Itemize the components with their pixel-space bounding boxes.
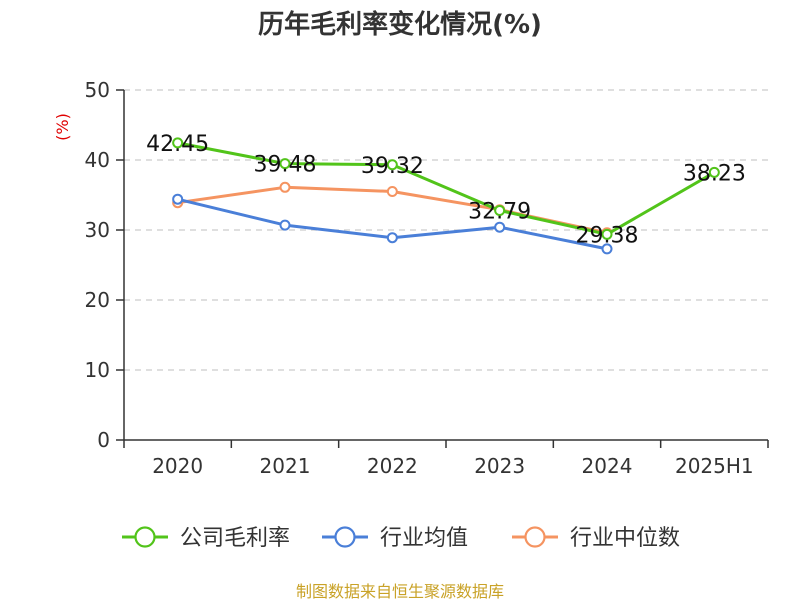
data-point bbox=[172, 137, 184, 149]
y-tick-label: 50 bbox=[85, 78, 110, 102]
x-tick-label: 2025H1 bbox=[675, 454, 754, 478]
y-tick-label: 30 bbox=[85, 218, 110, 242]
x-tick-label: 2024 bbox=[582, 454, 633, 478]
series-0 bbox=[172, 137, 720, 240]
data-point bbox=[386, 159, 398, 171]
x-tick-label: 2022 bbox=[367, 454, 418, 478]
data-point bbox=[279, 181, 291, 193]
y-tick-label: 20 bbox=[85, 288, 110, 312]
legend-label: 公司毛利率 bbox=[180, 526, 290, 551]
data-point bbox=[601, 228, 613, 240]
legend-swatch-marker bbox=[524, 526, 546, 548]
data-label: 39.48 bbox=[254, 153, 317, 178]
y-tick-label: 10 bbox=[85, 358, 110, 382]
axes bbox=[116, 89, 769, 448]
series-group bbox=[172, 137, 720, 255]
legend-item: 公司毛利率 bbox=[122, 526, 290, 551]
chart-title: 历年毛利率变化情况(%) bbox=[258, 9, 542, 40]
x-tick-label: 2020 bbox=[152, 454, 203, 478]
series-line bbox=[177, 141, 716, 236]
y-tick-labels: 0 10 20 30 40 50 bbox=[85, 78, 110, 452]
legend: 公司毛利率 行业均值 行业中位数 bbox=[122, 526, 680, 551]
data-point bbox=[708, 166, 720, 178]
data-point bbox=[279, 158, 291, 170]
data-labels: 42.45 39.48 39.32 32.79 29.38 38.23 bbox=[146, 132, 746, 248]
legend-label: 行业均值 bbox=[380, 526, 468, 551]
legend-label: 行业中位数 bbox=[570, 526, 680, 551]
data-point bbox=[386, 232, 398, 244]
data-point bbox=[386, 186, 398, 197]
data-label: 29.38 bbox=[576, 223, 639, 248]
grid-lines bbox=[124, 89, 768, 371]
series-2 bbox=[172, 181, 613, 239]
data-point bbox=[172, 193, 184, 205]
series-1 bbox=[172, 193, 613, 255]
data-label: 39.32 bbox=[361, 154, 424, 179]
data-point bbox=[494, 204, 506, 216]
data-label: 38.23 bbox=[683, 161, 746, 186]
data-point bbox=[601, 243, 613, 255]
y-tick-label: 40 bbox=[85, 148, 110, 172]
x-tick-label: 2021 bbox=[260, 454, 311, 478]
data-label: 32.79 bbox=[468, 199, 531, 224]
legend-item: 行业中位数 bbox=[512, 526, 680, 551]
data-label: 42.45 bbox=[146, 132, 209, 157]
legend-swatch-marker bbox=[134, 526, 156, 548]
data-point bbox=[494, 221, 506, 233]
x-tick-label: 2023 bbox=[474, 454, 525, 478]
data-point bbox=[279, 219, 291, 231]
y-axis-label: (%) bbox=[53, 113, 72, 141]
source-note: 制图数据来自恒生聚源数据库 bbox=[296, 582, 504, 600]
legend-item: 行业均值 bbox=[322, 526, 468, 551]
y-tick-label: 0 bbox=[97, 428, 110, 452]
legend-swatch-marker bbox=[334, 526, 356, 548]
x-tick-labels: 2020 2021 2022 2023 2024 2025H1 bbox=[152, 454, 753, 478]
